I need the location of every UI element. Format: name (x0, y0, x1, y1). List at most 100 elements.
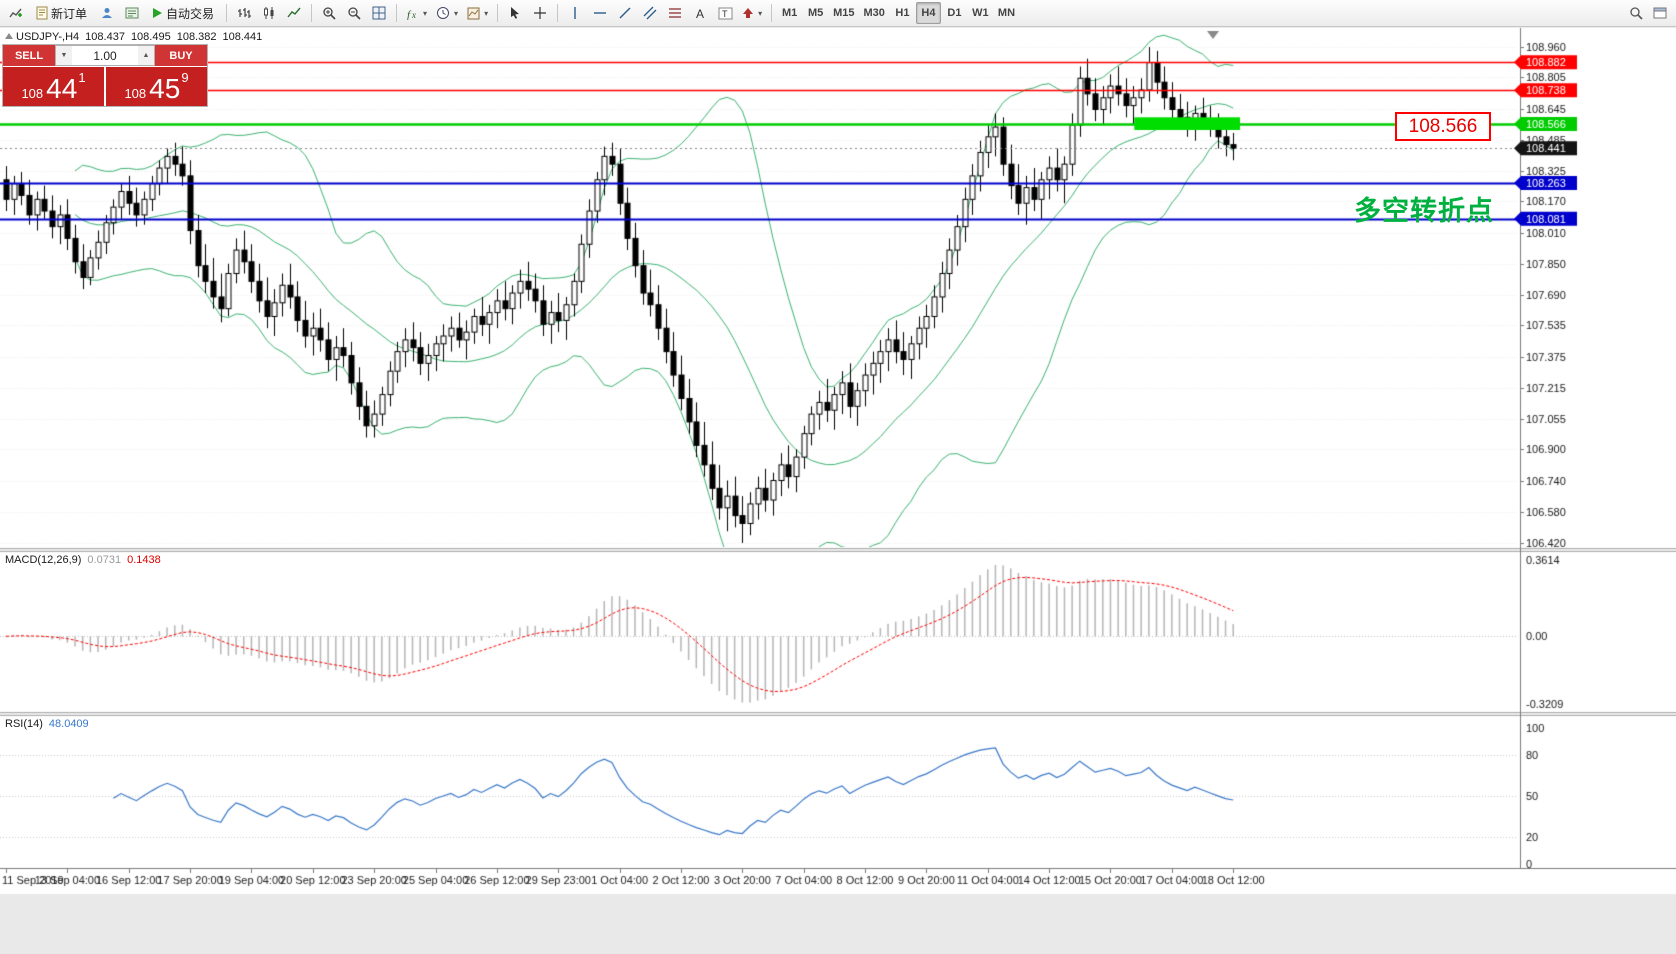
timeframe-w1[interactable]: W1 (968, 2, 993, 24)
buy-price-box[interactable]: 108 45 9 (106, 67, 207, 106)
timeframe-h4[interactable]: H4 (915, 2, 941, 24)
fibonacci-icon (668, 6, 682, 20)
line-icon (287, 6, 301, 20)
toolbar-separator (771, 4, 773, 22)
sell-price-box[interactable]: 108 44 1 (3, 67, 104, 106)
window-icon (1653, 6, 1667, 20)
zoom-in-button[interactable] (317, 2, 341, 24)
close-value: 108.441 (222, 31, 263, 43)
low-value: 108.382 (176, 31, 217, 43)
new-order-label: 新订单 (51, 6, 88, 21)
timeframe-m1[interactable]: M1 (777, 2, 802, 24)
svg-text:f: f (407, 9, 412, 20)
timeframe-m15[interactable]: M15 (829, 2, 858, 24)
navigator-button[interactable] (120, 2, 144, 24)
chevron-down-icon: ▾ (423, 8, 428, 18)
chevron-down-icon: ▾ (758, 8, 763, 18)
templates-button[interactable]: ▾ (463, 2, 492, 24)
macd-name: MACD(12,26,9) (5, 554, 82, 566)
search-icon (1629, 6, 1643, 20)
channel-icon (643, 6, 657, 20)
list-icon (125, 6, 139, 20)
new-chart-button[interactable] (4, 2, 28, 24)
autotrading-button[interactable]: 自动交易 (145, 2, 221, 24)
timeframe-m5[interactable]: M5 (803, 2, 828, 24)
candle-icon (262, 6, 276, 20)
crosshair-icon (533, 6, 547, 20)
bar-chart-button[interactable] (232, 2, 256, 24)
tile-windows-button[interactable] (367, 2, 391, 24)
timeframe-mn[interactable]: MN (994, 2, 1019, 24)
turning-point-annotation[interactable]: 多空转折点 (1354, 196, 1494, 226)
new-order-button[interactable]: 新订单 (29, 2, 94, 24)
volume-increase-button[interactable]: ▲ (138, 46, 154, 65)
chevron-down-icon: ▾ (484, 8, 489, 18)
zoom-in-icon (322, 6, 336, 20)
price-level-callout[interactable]: 108.566 (1395, 112, 1491, 141)
svg-text:T: T (722, 9, 728, 19)
channel-button[interactable] (638, 2, 662, 24)
play-icon (152, 7, 163, 19)
one-click-collapse-icon[interactable] (5, 33, 13, 39)
text-label-button[interactable]: T (713, 2, 737, 24)
rsi-indicator-label: RSI(14) 48.0409 (5, 718, 89, 730)
text-icon: A (694, 7, 707, 20)
line-chart-button[interactable] (282, 2, 306, 24)
high-value: 108.495 (130, 31, 171, 43)
template-icon (467, 7, 480, 20)
clock-icon (436, 6, 450, 20)
search-button[interactable] (1624, 2, 1648, 24)
toolbar-separator (557, 4, 559, 22)
volume-decrease-button[interactable]: ▼ (56, 46, 72, 65)
arrows-button[interactable]: ▾ (738, 2, 766, 24)
periods-button[interactable]: ▾ (432, 2, 462, 24)
rsi-value: 48.0409 (48, 718, 89, 730)
svg-text:x: x (411, 10, 416, 20)
toolbar-separator (497, 4, 499, 22)
timeframe-d1[interactable]: D1 (942, 2, 967, 24)
timeframe-h1[interactable]: H1 (890, 2, 915, 24)
chart-plus-icon (9, 6, 23, 20)
chevron-down-icon: ▾ (454, 8, 459, 18)
sell-button[interactable]: SELL (3, 45, 55, 66)
macd-main-value: 0.0731 (87, 554, 122, 566)
toolbar-separator (396, 4, 398, 22)
profile-icon (100, 6, 114, 20)
sell-price-point: 1 (78, 70, 86, 85)
autotrading-label: 自动交易 (166, 6, 215, 21)
zoom-out-button[interactable] (342, 2, 366, 24)
timeframe-m30[interactable]: M30 (860, 2, 889, 24)
candlestick-chart-button[interactable] (257, 2, 281, 24)
toolbar-separator (311, 4, 313, 22)
svg-text:A: A (696, 7, 704, 20)
text-label-icon: T (718, 7, 733, 20)
grid-icon (372, 6, 386, 20)
volume-input[interactable] (72, 46, 138, 65)
horizontal-line-button[interactable] (588, 2, 612, 24)
sell-price-base: 108 (21, 85, 44, 101)
fibonacci-button[interactable] (663, 2, 687, 24)
macd-indicator-label: MACD(12,26,9) 0.0731 0.1438 (5, 554, 161, 566)
trendline-button[interactable] (613, 2, 637, 24)
market-watch-button[interactable] (95, 2, 119, 24)
crosshair-button[interactable] (528, 2, 552, 24)
open-value: 108.437 (85, 31, 125, 43)
buy-price-pips: 45 (149, 73, 181, 104)
volume-spinner: ▼ ▲ (55, 45, 155, 66)
bars-icon (237, 6, 252, 20)
order-icon (36, 6, 48, 20)
window-button[interactable] (1648, 2, 1672, 24)
sell-price-pips: 44 (46, 73, 78, 104)
text-button[interactable]: A (688, 2, 712, 24)
zoom-out-icon (347, 6, 361, 20)
vertical-line-button[interactable] (563, 2, 587, 24)
buy-button[interactable]: BUY (155, 45, 207, 66)
cursor-button[interactable] (503, 2, 527, 24)
trendline-icon (618, 6, 632, 20)
symbol-period-label: USDJPY-,H4 (16, 31, 80, 43)
